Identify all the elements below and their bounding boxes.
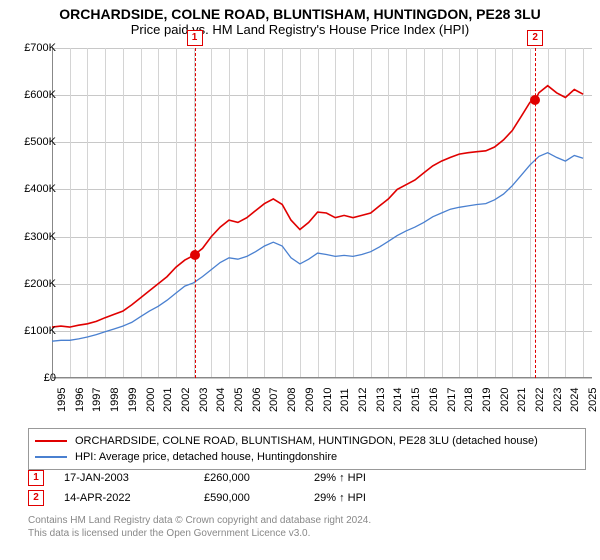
marker-box: 1 <box>187 30 203 46</box>
x-tick-label: 2000 <box>145 388 157 412</box>
y-tick-label: £200K <box>24 278 56 290</box>
marker-row-2: 2 14-APR-2022 £590,000 29% ↑ HPI <box>28 488 586 508</box>
x-tick-label: 1999 <box>127 388 139 412</box>
x-tick-label: 2005 <box>233 388 245 412</box>
chart-container: ORCHARDSIDE, COLNE ROAD, BLUNTISHAM, HUN… <box>0 0 600 560</box>
x-tick-label: 2020 <box>499 388 511 412</box>
x-tick-label: 2003 <box>198 388 210 412</box>
marker-box: 2 <box>527 30 543 46</box>
y-tick-label: £100K <box>24 325 56 337</box>
x-tick-label: 2021 <box>516 388 528 412</box>
legend-item-hpi: HPI: Average price, detached house, Hunt… <box>35 449 579 465</box>
x-tick-label: 2014 <box>392 388 404 412</box>
legend-item-property: ORCHARDSIDE, COLNE ROAD, BLUNTISHAM, HUN… <box>35 433 579 449</box>
x-tick-label: 2002 <box>180 388 192 412</box>
x-tick-label: 2012 <box>357 388 369 412</box>
y-tick-label: £500K <box>24 136 56 148</box>
marker-price: £260,000 <box>204 472 314 484</box>
marker-dot <box>190 250 200 260</box>
x-tick-label: 2010 <box>322 388 334 412</box>
plot-svg <box>52 48 592 378</box>
legend-label: HPI: Average price, detached house, Hunt… <box>75 451 337 463</box>
x-tick-label: 1997 <box>91 388 103 412</box>
x-tick-label: 2009 <box>304 388 316 412</box>
x-tick-label: 2024 <box>569 388 581 412</box>
footnote-line: Contains HM Land Registry data © Crown c… <box>28 514 371 527</box>
marker-date: 17-JAN-2003 <box>64 472 204 484</box>
x-tick-label: 2006 <box>251 388 263 412</box>
x-tick-label: 2011 <box>339 388 351 412</box>
x-tick-label: 2018 <box>463 388 475 412</box>
y-tick-label: £600K <box>24 89 56 101</box>
markers-table: 1 17-JAN-2003 £260,000 29% ↑ HPI 2 14-AP… <box>28 468 586 508</box>
marker-date: 14-APR-2022 <box>64 492 204 504</box>
x-tick-label: 2025 <box>587 388 599 412</box>
x-tick-label: 2023 <box>552 388 564 412</box>
marker-dot <box>530 95 540 105</box>
legend-label: ORCHARDSIDE, COLNE ROAD, BLUNTISHAM, HUN… <box>75 435 538 447</box>
marker-vline <box>195 48 196 378</box>
legend: ORCHARDSIDE, COLNE ROAD, BLUNTISHAM, HUN… <box>28 428 586 470</box>
series-hpi-line <box>52 153 583 342</box>
plot-area: 12 <box>52 48 592 378</box>
marker-row-1: 1 17-JAN-2003 £260,000 29% ↑ HPI <box>28 468 586 488</box>
x-tick-label: 2016 <box>428 388 440 412</box>
chart-title: ORCHARDSIDE, COLNE ROAD, BLUNTISHAM, HUN… <box>0 0 600 22</box>
y-tick-label: £300K <box>24 231 56 243</box>
y-tick-label: £400K <box>24 183 56 195</box>
x-tick-label: 1998 <box>109 388 121 412</box>
x-tick-label: 2007 <box>268 388 280 412</box>
x-tick-label: 2008 <box>286 388 298 412</box>
series-property-line <box>52 86 583 327</box>
chart-subtitle: Price paid vs. HM Land Registry's House … <box>0 22 600 41</box>
y-tick-label: £700K <box>24 42 56 54</box>
marker-pct: 29% ↑ HPI <box>314 472 434 484</box>
legend-swatch <box>35 440 67 442</box>
footnote-line: This data is licensed under the Open Gov… <box>28 527 371 540</box>
x-tick-label: 2004 <box>215 388 227 412</box>
x-tick-label: 2001 <box>162 388 174 412</box>
x-tick-label: 1995 <box>56 388 68 412</box>
y-tick-label: £0 <box>44 372 56 384</box>
marker-index-box: 1 <box>28 470 44 486</box>
footnote: Contains HM Land Registry data © Crown c… <box>28 514 371 540</box>
marker-price: £590,000 <box>204 492 314 504</box>
marker-index-box: 2 <box>28 490 44 506</box>
x-tick-label: 1996 <box>74 388 86 412</box>
marker-pct: 29% ↑ HPI <box>314 492 434 504</box>
x-tick-label: 2022 <box>534 388 546 412</box>
x-tick-label: 2013 <box>375 388 387 412</box>
x-tick-label: 2017 <box>446 388 458 412</box>
x-tick-label: 2015 <box>410 388 422 412</box>
legend-swatch <box>35 456 67 458</box>
x-tick-label: 2019 <box>481 388 493 412</box>
